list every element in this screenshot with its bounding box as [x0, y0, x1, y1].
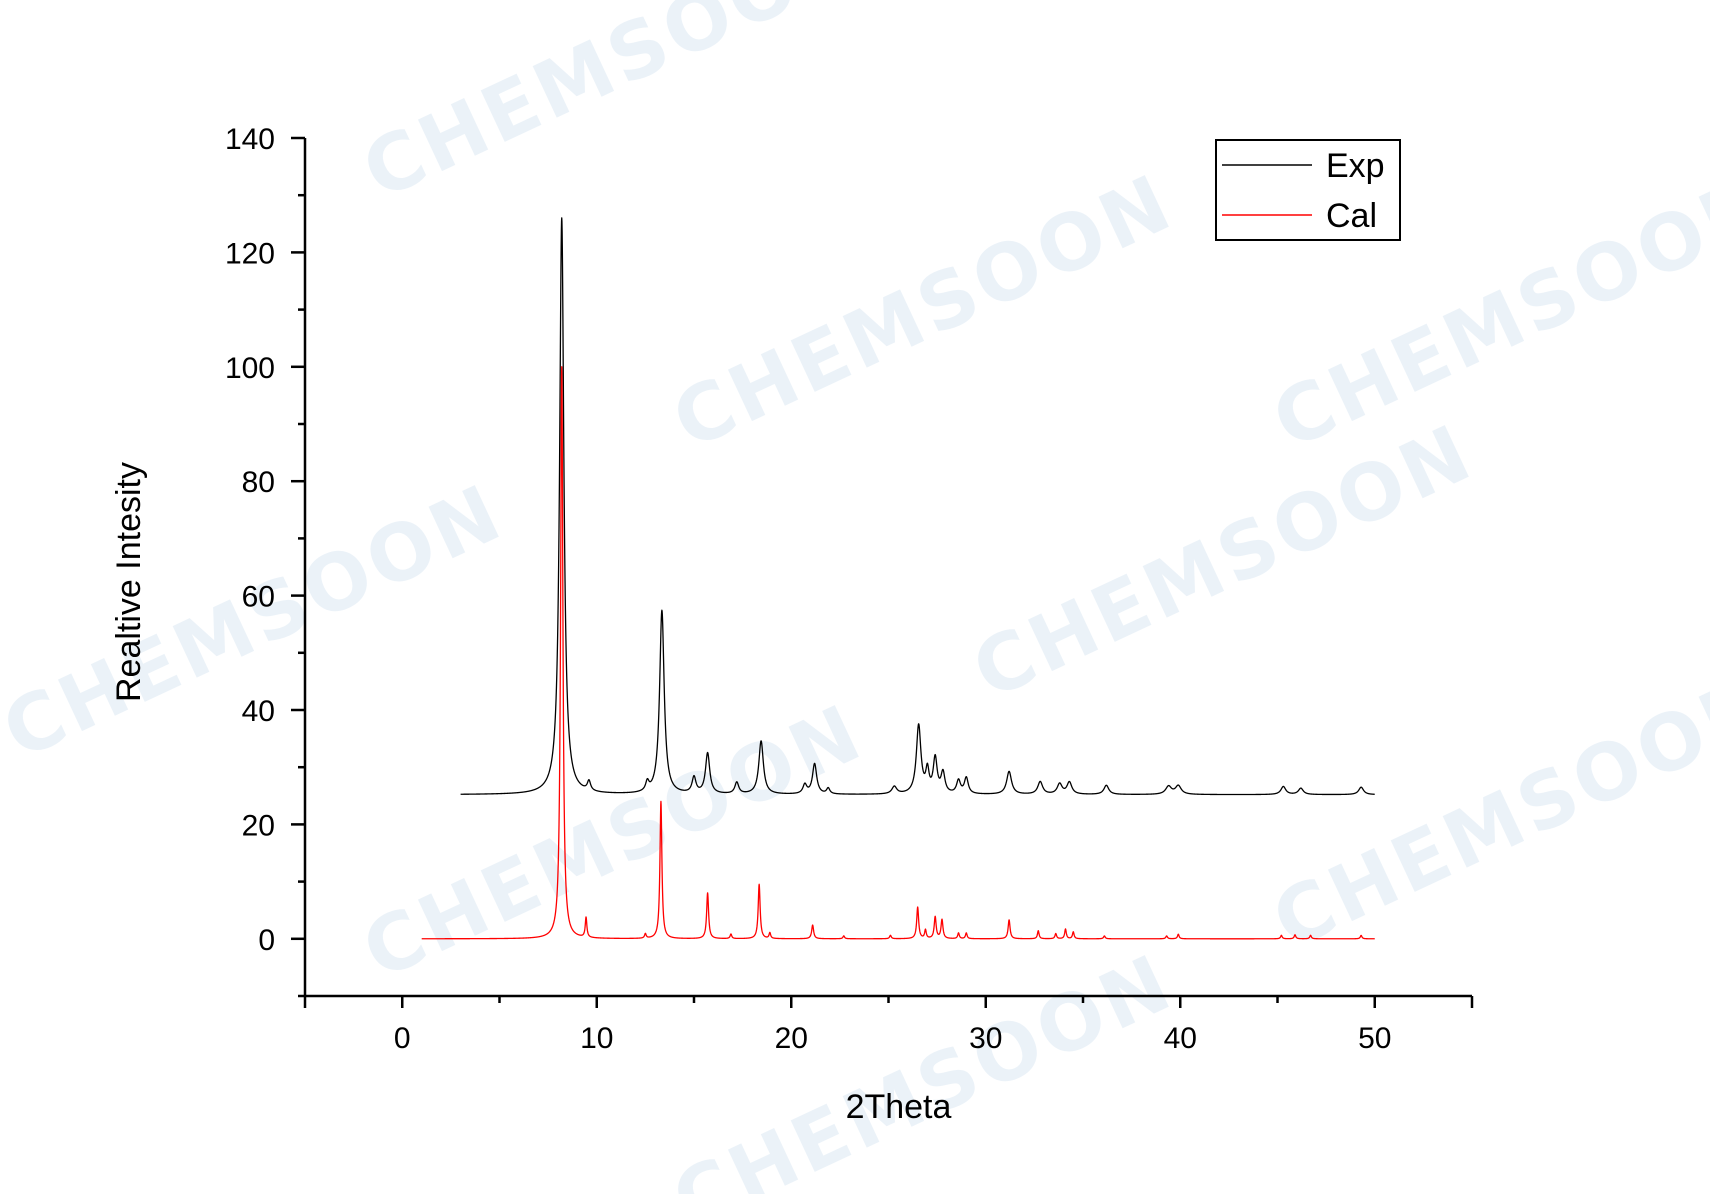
y-tick-label: 120	[225, 237, 275, 270]
x-tick-label: 0	[394, 1022, 411, 1055]
x-axis-title: 2Theta	[846, 1088, 952, 1126]
y-tick-label: 100	[225, 352, 275, 385]
legend-box	[1215, 139, 1401, 241]
watermark-text: CHEMSOON	[660, 158, 1187, 468]
watermark-text: CHEMSOON	[1260, 658, 1710, 968]
watermark-text: CHEMSOON	[660, 938, 1187, 1194]
watermark-text: CHEMSOON	[960, 408, 1487, 718]
y-axis-ticks: 0 20 40 60 80 100 120 140	[225, 123, 305, 998]
legend-label-cal: Cal	[1326, 197, 1377, 235]
x-tick-label: 50	[1358, 1022, 1391, 1055]
y-tick-label: 40	[242, 695, 275, 728]
y-tick-label: 140	[225, 123, 275, 156]
x-tick-label: 30	[969, 1022, 1002, 1055]
y-tick-label: 80	[242, 466, 275, 499]
series-layer	[421, 217, 1376, 940]
legend: Exp Cal	[1215, 139, 1401, 241]
y-axis-title: Realtive Intesity	[110, 462, 148, 702]
series-line-cal	[421, 366, 1376, 940]
x-tick-label: 10	[580, 1022, 613, 1055]
x-tick-label: 40	[1164, 1022, 1197, 1055]
watermark-text: CHEMSOON	[350, 688, 877, 998]
series-line-exp	[460, 217, 1376, 796]
watermark-text: CHEMSOON	[0, 468, 517, 778]
legend-label-exp: Exp	[1326, 147, 1385, 185]
y-tick-label: 60	[242, 581, 275, 614]
y-tick-label: 20	[242, 809, 275, 842]
watermark-text: CHEMSOON	[350, 0, 877, 217]
axes: 0 10 20 30 40 50 0 20 40 60 80 100 120 140	[225, 123, 1474, 1055]
y-tick-label: 0	[258, 924, 275, 957]
x-tick-label: 20	[775, 1022, 808, 1055]
x-axis-ticks: 0 10 20 30 40 50	[303, 996, 1474, 1055]
